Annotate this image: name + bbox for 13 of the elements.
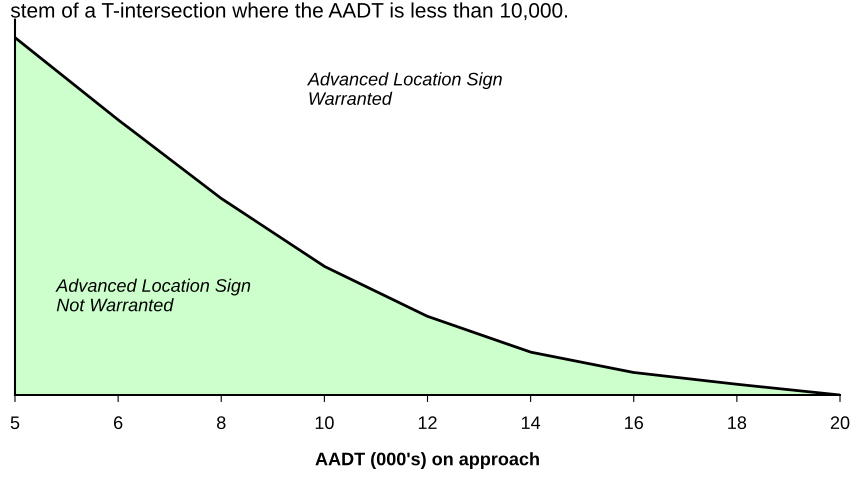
x-tick-label: 20 — [830, 416, 850, 430]
x-tick-label: 6 — [114, 416, 122, 430]
x-tick-label: 8 — [217, 416, 226, 430]
text: stem of a T-intersection where the AADT is less than 10,000. — [10, 2, 567, 20]
x-tick-label: 18 — [728, 416, 746, 430]
annotation: Advanced Location Sign Not Warranted — [55, 278, 250, 312]
x-tick-label: 5 — [10, 416, 20, 430]
x-tick-label: 12 — [418, 416, 437, 429]
annotation: Advanced Location Sign Warranted — [306, 72, 502, 105]
x-axis-title: AADT (000's) on approach — [315, 452, 539, 469]
x-tick-label: 14 — [522, 416, 540, 429]
x-tick-label: 10 — [316, 416, 334, 430]
x-tick-label: 16 — [625, 416, 643, 430]
